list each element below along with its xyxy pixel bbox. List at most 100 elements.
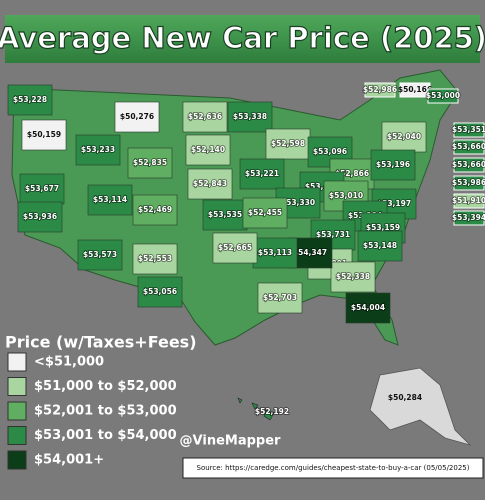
state-label: $53,056 bbox=[143, 287, 177, 296]
state-region bbox=[202, 199, 248, 231]
state-label: $53,197 bbox=[377, 199, 411, 208]
state-label: $53,338 bbox=[233, 112, 267, 121]
state-region bbox=[127, 147, 173, 179]
legend-label: $51,000 to $52,000 bbox=[34, 379, 177, 394]
state-label: $53,196 bbox=[376, 160, 410, 169]
state-region bbox=[182, 101, 228, 133]
state-region bbox=[19, 173, 65, 205]
legend-swatch bbox=[7, 401, 27, 421]
legend-swatch bbox=[7, 426, 27, 445]
state-label: $54,004 bbox=[351, 303, 385, 312]
legend-label: <$51,000 bbox=[34, 355, 104, 370]
state-region bbox=[21, 119, 67, 151]
state-box bbox=[453, 122, 485, 138]
state-label: $53,221 bbox=[245, 169, 279, 178]
state-label: $53,394 bbox=[452, 213, 485, 222]
state-region bbox=[75, 134, 121, 166]
state-region bbox=[77, 239, 123, 271]
state-label: $53,000 bbox=[426, 91, 460, 100]
state-label: $53,148 bbox=[363, 241, 397, 250]
legend-label: $52,001 to $53,000 bbox=[34, 404, 177, 419]
state-label: $52,866 bbox=[335, 169, 369, 178]
state-region bbox=[381, 121, 427, 153]
legend-label: $54,001+ bbox=[34, 453, 104, 468]
state-label: $53,535 bbox=[208, 210, 242, 219]
legend-swatch bbox=[7, 377, 27, 396]
state-label: $53,660 bbox=[452, 160, 485, 169]
state-region bbox=[114, 101, 160, 133]
state-label: $53,351 bbox=[452, 125, 485, 134]
state-box bbox=[453, 210, 485, 226]
state-region bbox=[257, 282, 303, 314]
state-region bbox=[242, 197, 288, 229]
state-label: $50,159 bbox=[27, 130, 61, 139]
state-region bbox=[357, 230, 403, 262]
state-label: $53,159 bbox=[366, 223, 400, 232]
state-region bbox=[252, 237, 298, 269]
state-label: $52,040 bbox=[387, 132, 421, 141]
state-label: $53,986 bbox=[452, 178, 485, 187]
state-box bbox=[453, 175, 485, 191]
state-label: $52,469 bbox=[138, 205, 172, 214]
state-label: $52,835 bbox=[133, 158, 167, 167]
state-region bbox=[227, 101, 273, 133]
state-region bbox=[212, 232, 258, 264]
legend: <$51,000 $51,000 to $52,000 $52,001 to $53… bbox=[7, 352, 177, 470]
legend-swatch bbox=[7, 352, 27, 372]
state-label: $51,910 bbox=[452, 196, 485, 205]
state-box bbox=[427, 88, 459, 104]
state-region bbox=[137, 276, 183, 308]
state-label: $53,114 bbox=[93, 195, 127, 204]
state-label: $53,096 bbox=[313, 147, 347, 156]
state-label: $52,665 bbox=[218, 243, 252, 252]
state-region bbox=[370, 149, 416, 181]
state-region bbox=[185, 134, 231, 166]
state-label: $53,228 bbox=[13, 95, 47, 104]
state-label: $52,338 bbox=[336, 272, 370, 281]
state-label: $52,598 bbox=[271, 139, 305, 148]
state-box bbox=[453, 157, 485, 173]
state-region bbox=[239, 158, 285, 190]
title: Average New Car Price (2025) bbox=[0, 21, 485, 55]
state-layer: $53,228 $50,276 $52,636 $53,338 $50,159 $53,2… bbox=[7, 82, 485, 417]
state-label: $52,192 bbox=[255, 407, 289, 416]
state-box bbox=[453, 139, 485, 155]
state-label: $52,553 bbox=[138, 254, 172, 263]
state-label: $53,010 bbox=[329, 191, 363, 200]
state-region bbox=[187, 168, 233, 200]
state-region bbox=[132, 243, 178, 275]
source: Source: https://caredge.com/guides/cheap… bbox=[197, 464, 470, 472]
state-region bbox=[17, 201, 63, 233]
state-label: $52,455 bbox=[248, 208, 282, 217]
hawaii-outline bbox=[237, 397, 275, 421]
state-label: $52,636 bbox=[188, 112, 222, 121]
state-label: $53,677 bbox=[25, 184, 59, 193]
state-label: $50,284 bbox=[388, 393, 422, 402]
state-label: $53,113 bbox=[258, 248, 292, 257]
state-region bbox=[7, 84, 53, 116]
state-label: $53,573 bbox=[83, 250, 117, 259]
state-region bbox=[265, 128, 311, 160]
legend-title: Price (w/Taxes+Fees) bbox=[5, 333, 197, 352]
state-box bbox=[453, 193, 485, 209]
state-region bbox=[330, 261, 376, 293]
legend-swatch bbox=[7, 450, 27, 470]
state-label: $53,731 bbox=[316, 230, 350, 239]
legend-label: $53,001 to $54,000 bbox=[34, 428, 177, 443]
state-label: $53,660 bbox=[452, 142, 485, 151]
title-banner bbox=[5, 15, 480, 63]
state-label: $52,140 bbox=[191, 145, 225, 154]
state-label: $50,276 bbox=[120, 112, 154, 121]
state-label: $53,233 bbox=[81, 145, 115, 154]
state-label: $52,703 bbox=[263, 293, 297, 302]
source-box bbox=[182, 457, 484, 479]
state-box bbox=[364, 82, 396, 98]
state-label: $53,330 bbox=[281, 198, 315, 207]
credit: @VineMapper bbox=[180, 434, 281, 449]
state-label: $50,166 bbox=[398, 85, 432, 94]
alaska-outline bbox=[369, 367, 472, 446]
state-label: $53,936 bbox=[23, 212, 57, 221]
state-label: $52,843 bbox=[193, 179, 227, 188]
state-region bbox=[345, 292, 391, 324]
